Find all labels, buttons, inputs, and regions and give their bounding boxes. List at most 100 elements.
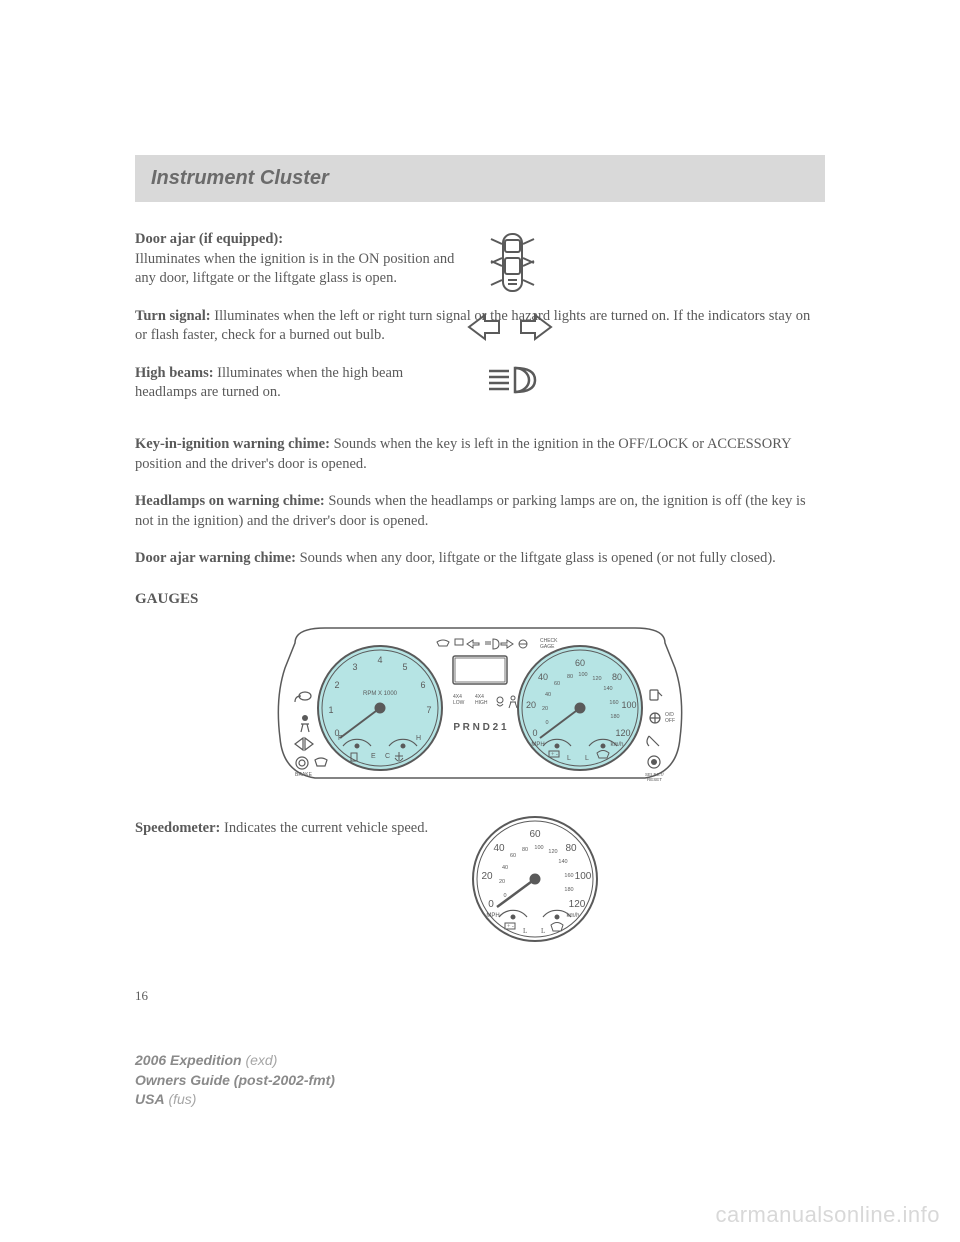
svg-text:km/h: km/h [610,742,623,748]
turn-signal-title: Turn signal: [135,308,211,324]
svg-text:40: 40 [545,692,551,698]
svg-text:20: 20 [499,879,505,885]
svg-text:1: 1 [328,705,333,715]
svg-text:60: 60 [510,853,516,859]
svg-text:0: 0 [503,893,506,899]
svg-text:100: 100 [534,845,543,851]
svg-text:180: 180 [564,887,573,893]
item-high-beams: High beams: Illuminates when the high be… [135,364,825,403]
item-headlamps-chime: Headlamps on warning chime: Sounds when … [135,492,825,531]
svg-text:LOW: LOW [453,700,465,706]
svg-text:MPH: MPH [486,913,499,919]
svg-text:40: 40 [493,843,505,854]
door-ajar-chime-text: Door ajar warning chime: Sounds when any… [135,549,825,569]
speedometer-text: Speedometer: Indicates the current vehic… [135,819,435,839]
svg-text:160: 160 [609,700,618,706]
svg-text:20: 20 [526,700,536,710]
svg-text:100: 100 [575,871,592,882]
key-chime-title: Key-in-ignition warning chime: [135,436,330,452]
svg-text:60: 60 [554,681,560,687]
svg-text:6: 6 [420,680,425,690]
svg-text:80: 80 [567,674,573,680]
door-ajar-chime-body: Sounds when any door, liftgate or the li… [296,550,776,566]
door-ajar-title: Door ajar (if equipped): [135,231,283,247]
svg-text:120: 120 [592,676,601,682]
svg-text:E: E [371,753,376,760]
instrument-cluster-diagram: 0 1 2 3 4 5 6 7 RPM X 1000 F E [135,618,825,793]
svg-text:4: 4 [377,655,382,665]
page-number: 16 [135,988,825,1004]
svg-text:2: 2 [334,680,339,690]
footer-line-1: 2006 Expedition (exd) [135,1051,335,1071]
svg-text:40: 40 [538,672,548,682]
svg-text:120: 120 [569,899,586,910]
svg-text:180: 180 [610,714,619,720]
svg-text:80: 80 [565,843,577,854]
high-beams-text: High beams: Illuminates when the high be… [135,364,465,403]
svg-text:100: 100 [621,700,636,710]
high-beam-icon [485,362,545,405]
svg-text:L: L [567,755,571,762]
chapter-header: Instrument Cluster [135,155,825,202]
svg-text:L: L [523,927,527,935]
svg-text:120: 120 [548,849,557,855]
svg-text:0: 0 [488,899,494,910]
svg-text:20: 20 [542,706,548,712]
svg-text:80: 80 [612,672,622,682]
svg-text:120: 120 [615,728,630,738]
gauges-heading: GAUGES [135,591,825,608]
svg-text:5: 5 [402,662,407,672]
page-content: Instrument Cluster Door ajar (if equippe… [0,0,960,1004]
item-door-ajar: Door ajar (if equipped): Illuminates whe… [135,230,825,289]
footer-line-2: Owners Guide (post-2002-fmt) [135,1071,335,1091]
chapter-title: Instrument Cluster [151,167,809,190]
headlamps-chime-text: Headlamps on warning chime: Sounds when … [135,492,825,531]
door-ajar-text: Door ajar (if equipped): Illuminates whe… [135,230,465,289]
svg-text:L: L [541,927,545,935]
svg-text:H: H [416,735,421,742]
svg-text:0: 0 [532,728,537,738]
key-chime-text: Key-in-ignition warning chime: Sounds wh… [135,435,825,474]
svg-text:7: 7 [426,705,431,715]
item-speedometer: Speedometer: Indicates the current vehic… [135,819,825,839]
high-beams-title: High beams: [135,365,214,381]
svg-text:RESET: RESET [647,777,662,782]
svg-text:+ -: + - [507,924,514,930]
turn-signal-icon [465,309,555,350]
item-key-chime: Key-in-ignition warning chime: Sounds wh… [135,435,825,474]
svg-text:80: 80 [522,847,528,853]
svg-text:20: 20 [481,871,493,882]
svg-text:100: 100 [578,672,587,678]
item-door-ajar-chime: Door ajar warning chime: Sounds when any… [135,549,825,569]
svg-text:140: 140 [558,859,567,865]
svg-text:L: L [585,755,589,762]
footer-line-3: USA (fus) [135,1090,335,1110]
svg-text:OFF: OFF [665,718,675,724]
svg-text:RPM X 1000: RPM X 1000 [363,691,398,697]
svg-text:40: 40 [502,865,508,871]
speedometer-body: Indicates the current vehicle speed. [220,820,428,836]
svg-text:GAGE: GAGE [540,644,555,650]
speedometer-icon: 0 20 40 60 80 100 120 MPH km/h 0 20 40 [465,809,605,954]
svg-text:60: 60 [529,829,541,840]
headlamps-chime-title: Headlamps on warning chime: [135,493,325,509]
item-turn-signal: Turn signal: Illuminates when the left o… [135,307,825,346]
door-ajar-chime-title: Door ajar warning chime: [135,550,296,566]
svg-text:140: 140 [603,686,612,692]
svg-text:F: F [338,735,342,742]
door-ajar-icon [485,230,540,300]
svg-text:C: C [385,753,390,760]
svg-text:0: 0 [545,720,548,726]
svg-text:60: 60 [575,658,585,668]
svg-text:HIGH: HIGH [475,700,488,706]
svg-text:P R N D 2 1: P R N D 2 1 [453,722,507,733]
footer: 2006 Expedition (exd) Owners Guide (post… [135,1051,335,1110]
speedometer-title: Speedometer: [135,820,220,836]
svg-text:3: 3 [352,662,357,672]
svg-text:+ -: + - [551,752,558,758]
door-ajar-body: Illuminates when the ignition is in the … [135,251,454,287]
svg-text:BRAKE: BRAKE [295,772,313,778]
watermark: carmanualsonline.info [715,1202,940,1228]
svg-text:160: 160 [564,873,573,879]
svg-text:MPH: MPH [531,742,544,748]
